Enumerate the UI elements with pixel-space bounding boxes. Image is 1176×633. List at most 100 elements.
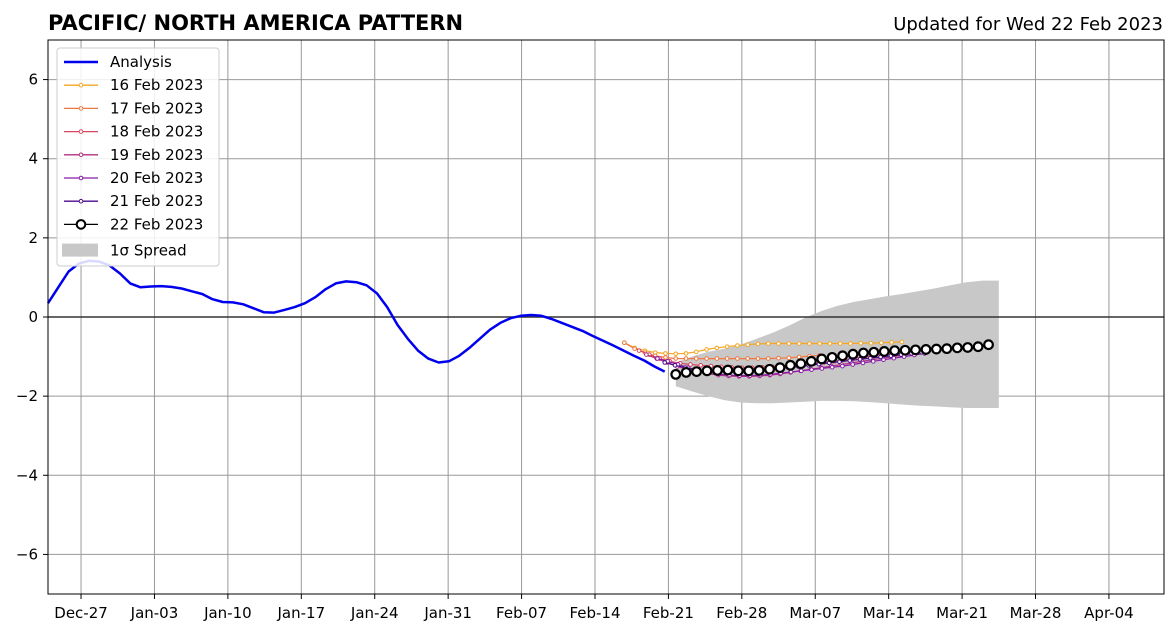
series-point xyxy=(704,356,709,361)
series-point xyxy=(663,351,668,356)
series-point xyxy=(796,354,802,360)
x-tick-label: Jan-17 xyxy=(276,604,325,622)
series-point xyxy=(829,364,835,370)
series-point xyxy=(795,358,807,370)
x-tick-label: Feb-28 xyxy=(716,604,767,622)
series-point xyxy=(636,348,642,353)
series-point xyxy=(673,356,679,361)
series-point xyxy=(732,365,744,377)
series-point xyxy=(735,356,740,361)
series-point xyxy=(724,344,730,349)
series-point xyxy=(663,355,668,360)
series-point xyxy=(644,352,649,357)
series-point xyxy=(683,356,689,361)
series-point xyxy=(920,344,932,355)
analysis-series xyxy=(46,259,666,373)
series-point xyxy=(799,368,804,374)
series-point xyxy=(850,362,855,367)
series-point xyxy=(673,351,679,357)
series-point xyxy=(755,356,761,361)
legend-swatch-marker xyxy=(78,129,84,134)
legend-swatch-marker xyxy=(78,82,84,88)
series-point xyxy=(807,341,812,346)
legend-swatch-marker xyxy=(78,106,84,111)
series-point xyxy=(941,343,953,355)
series-point xyxy=(868,355,873,361)
x-tick-label: Mar-28 xyxy=(1010,604,1062,622)
series-point xyxy=(847,348,859,360)
series-point xyxy=(817,341,822,346)
series-point xyxy=(776,341,781,346)
series-point xyxy=(858,340,864,346)
series-point xyxy=(764,363,775,375)
series-point xyxy=(889,340,894,345)
x-tick-label: Apr-04 xyxy=(1084,604,1134,622)
x-tick-label: Jan-10 xyxy=(203,604,252,622)
series-point xyxy=(868,340,874,346)
analysis-line xyxy=(46,259,666,373)
series-point xyxy=(704,347,709,352)
x-tick-label: Mar-14 xyxy=(863,604,915,622)
series-point xyxy=(694,356,699,361)
x-tick-label: Dec-27 xyxy=(54,604,108,622)
series-point xyxy=(857,357,863,362)
series-point xyxy=(827,341,833,346)
series-point xyxy=(691,366,703,378)
series-point xyxy=(826,351,838,363)
series-point xyxy=(816,353,828,365)
series-point xyxy=(930,343,942,355)
x-tick-label: Mar-21 xyxy=(936,604,988,622)
x-tick-label: Jan-31 xyxy=(423,604,472,622)
series-point xyxy=(632,346,637,351)
series-point xyxy=(662,360,668,365)
y-tick-label: −4 xyxy=(16,466,38,484)
series-point xyxy=(688,362,693,367)
series-point xyxy=(910,344,921,356)
legend-label: 16 Feb 2023 xyxy=(110,76,203,94)
series-point xyxy=(840,363,845,369)
series-point xyxy=(765,356,771,361)
series-point xyxy=(714,345,720,351)
series-point xyxy=(972,341,984,353)
legend-label: 18 Feb 2023 xyxy=(110,123,203,141)
series-point xyxy=(891,355,897,361)
legend-label: Analysis xyxy=(110,53,172,71)
y-axis: 6 4 2 0 −2 −4 −6 xyxy=(16,71,48,563)
series-point xyxy=(819,366,825,371)
y-tick-label: 2 xyxy=(28,229,38,247)
x-tick-label: Mar-07 xyxy=(789,604,841,622)
legend-box xyxy=(56,47,220,267)
series-point xyxy=(683,351,689,356)
series-point xyxy=(743,365,755,377)
series-point xyxy=(786,355,792,361)
series-point xyxy=(670,368,682,380)
x-tick-label: Feb-21 xyxy=(643,604,694,622)
series-point xyxy=(753,365,765,376)
series-point xyxy=(879,340,884,346)
legend-label: 1σ Spread xyxy=(110,242,187,260)
series-point xyxy=(837,341,843,346)
legend-swatch-marker xyxy=(78,198,84,204)
series-point xyxy=(722,364,734,376)
series-point xyxy=(868,346,880,358)
legend-swatch-spread xyxy=(62,243,98,257)
y-tick-label: −2 xyxy=(16,387,38,405)
series-point xyxy=(837,350,848,362)
series-point xyxy=(881,357,886,363)
x-tick-label: Jan-24 xyxy=(350,604,399,622)
series-point xyxy=(714,356,720,361)
series-point xyxy=(847,358,853,363)
series-point xyxy=(899,344,911,356)
series-point xyxy=(712,365,723,376)
series-point xyxy=(889,345,901,357)
updated-label: Updated for Wed 22 Feb 2023 xyxy=(893,14,1163,35)
y-tick-label: −6 xyxy=(16,545,38,563)
series-point xyxy=(878,346,890,357)
series-point xyxy=(951,342,963,354)
series-point xyxy=(858,347,869,359)
legend-label: 21 Feb 2023 xyxy=(110,192,203,210)
series-line xyxy=(624,341,902,355)
series-point xyxy=(655,356,660,361)
series-point xyxy=(786,341,792,346)
series-point xyxy=(870,359,876,364)
